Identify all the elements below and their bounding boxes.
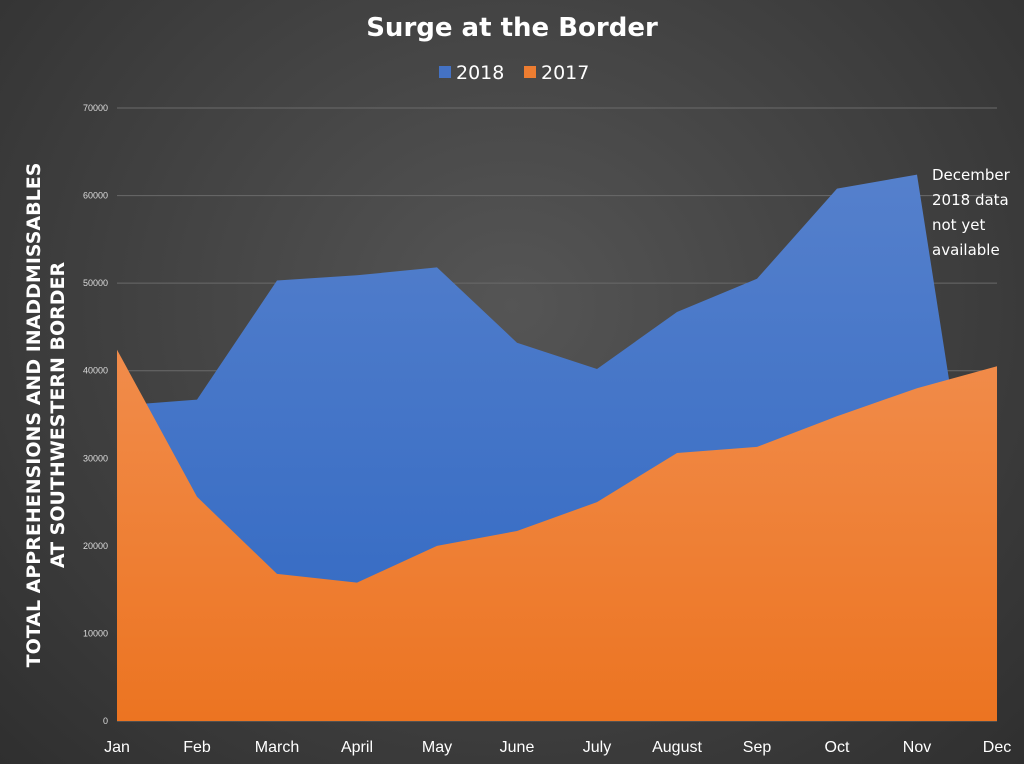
annotation-line-2: 2018 data [932,191,1009,209]
y-tick-label: 10000 [83,628,108,638]
x-tick-label: Jan [104,739,130,756]
legend-label-2017: 2017 [541,62,589,84]
x-tick-label: April [341,739,373,756]
y-tick-label: 30000 [83,453,108,463]
legend-swatch-2017 [524,66,536,78]
x-tick-label: March [255,739,299,756]
y-axis-label-line-2: AT SOUTHWESTERN BORDER [47,261,69,568]
annotation-december: December 2018 data not yet available [932,166,1011,259]
y-tick-label: 70000 [83,103,108,113]
x-tick-label: Oct [825,739,850,756]
y-axis-label: TOTAL APPREHENSIONS AND INADDMISSABLES A… [23,163,69,668]
y-axis-label-line-1: TOTAL APPREHENSIONS AND INADDMISSABLES [23,163,45,668]
annotation-line-3: not yet [932,216,985,234]
y-tick-label: 20000 [83,541,108,551]
legend-label-2018: 2018 [456,62,504,84]
chart-title: Surge at the Border [366,13,658,43]
y-tick-label: 40000 [83,366,108,376]
x-tick-label: July [583,739,611,756]
y-tick-label: 0 [103,716,108,726]
area-series-2017 [117,349,997,721]
x-axis-ticks: Jan Feb March April May June July August Sep Oct N… [104,739,1011,756]
x-tick-label: Nov [903,739,931,756]
x-tick-label: Feb [183,739,211,756]
series-areas [117,174,997,722]
y-axis-ticks: 0 10000 20000 30000 40000 50000 60000 70000 [83,103,108,726]
annotation-line-4: available [932,241,1000,259]
y-tick-label: 50000 [83,278,108,288]
x-tick-label: Dec [983,739,1011,756]
legend: 2018 2017 [439,62,589,84]
legend-swatch-2018 [439,66,451,78]
x-tick-label: June [500,739,535,756]
x-tick-label: May [422,739,452,756]
y-tick-label: 60000 [83,191,108,201]
x-tick-label: Sep [743,739,772,756]
annotation-line-1: December [932,166,1011,184]
x-tick-label: August [652,739,702,756]
